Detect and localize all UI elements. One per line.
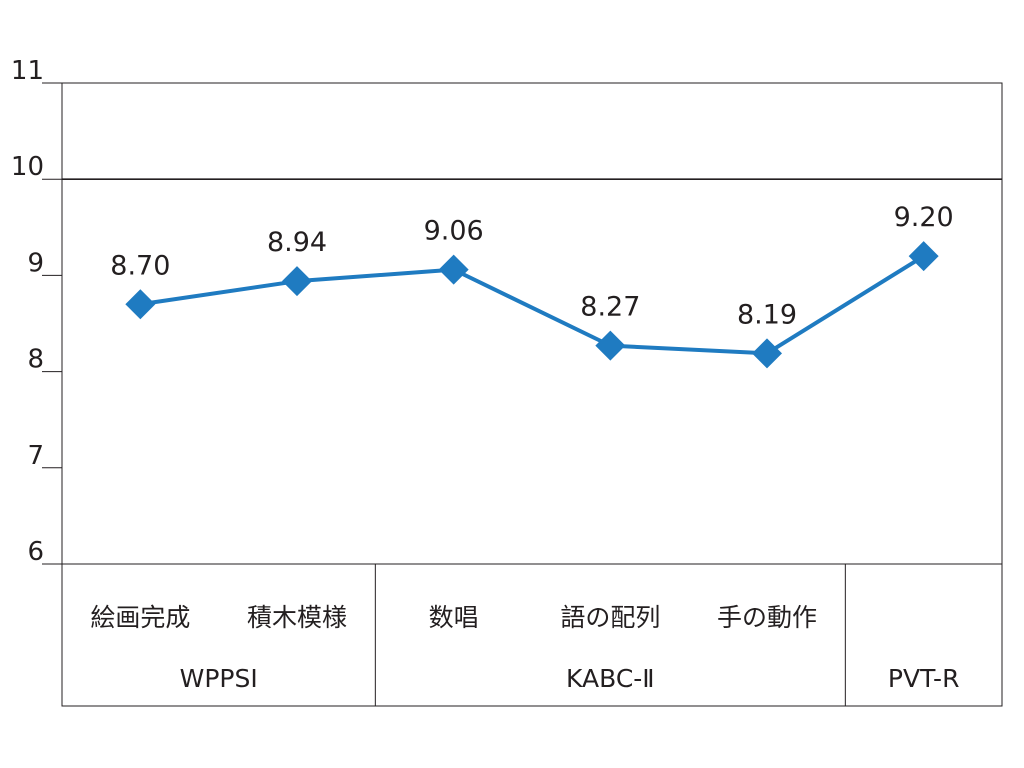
category-label: 数唱 bbox=[429, 603, 479, 632]
series-line-layer bbox=[140, 254, 925, 356]
data-label: 9.06 bbox=[424, 216, 484, 247]
y-tick-label: 8 bbox=[27, 345, 44, 375]
y-tick-label: 6 bbox=[27, 537, 44, 567]
category-table: WPPSI KABC-Ⅱ PVT-R 絵画完成 積木模様 数唱 語の配列 手の動作 bbox=[90, 564, 959, 706]
y-tick-label: 9 bbox=[27, 248, 44, 278]
category-label: 手の動作 bbox=[717, 603, 817, 632]
plot-frame bbox=[61, 82, 1003, 707]
group-label: WPPSI bbox=[180, 664, 258, 693]
category-label: 語の配列 bbox=[560, 603, 660, 632]
data-label: 8.19 bbox=[737, 299, 797, 330]
plot-border bbox=[61, 82, 1003, 707]
category-label: 絵画完成 bbox=[90, 603, 190, 632]
data-points bbox=[125, 241, 939, 369]
y-axis-ticks: 6 7 8 9 10 11 bbox=[11, 56, 62, 567]
data-point-marker bbox=[125, 289, 156, 320]
group-label: KABC-Ⅱ bbox=[566, 664, 655, 693]
category-label: 積木模様 bbox=[247, 603, 347, 632]
data-labels: 8.70 8.94 9.06 8.27 8.19 9.20 bbox=[110, 202, 953, 330]
y-tick-label: 7 bbox=[27, 441, 44, 471]
group-label: PVT-R bbox=[888, 664, 960, 693]
y-tick-label: 11 bbox=[11, 56, 44, 86]
data-label: 8.27 bbox=[580, 292, 640, 323]
data-label: 8.70 bbox=[110, 250, 170, 281]
data-point-marker bbox=[282, 266, 312, 297]
data-point-marker bbox=[595, 330, 626, 361]
data-label: 9.20 bbox=[894, 202, 954, 233]
series-line bbox=[140, 254, 925, 356]
data-point-marker bbox=[908, 241, 939, 272]
data-label: 8.94 bbox=[267, 227, 327, 258]
y-tick-label: 10 bbox=[11, 152, 44, 182]
data-point-marker bbox=[752, 338, 782, 369]
data-point-marker bbox=[438, 254, 469, 285]
